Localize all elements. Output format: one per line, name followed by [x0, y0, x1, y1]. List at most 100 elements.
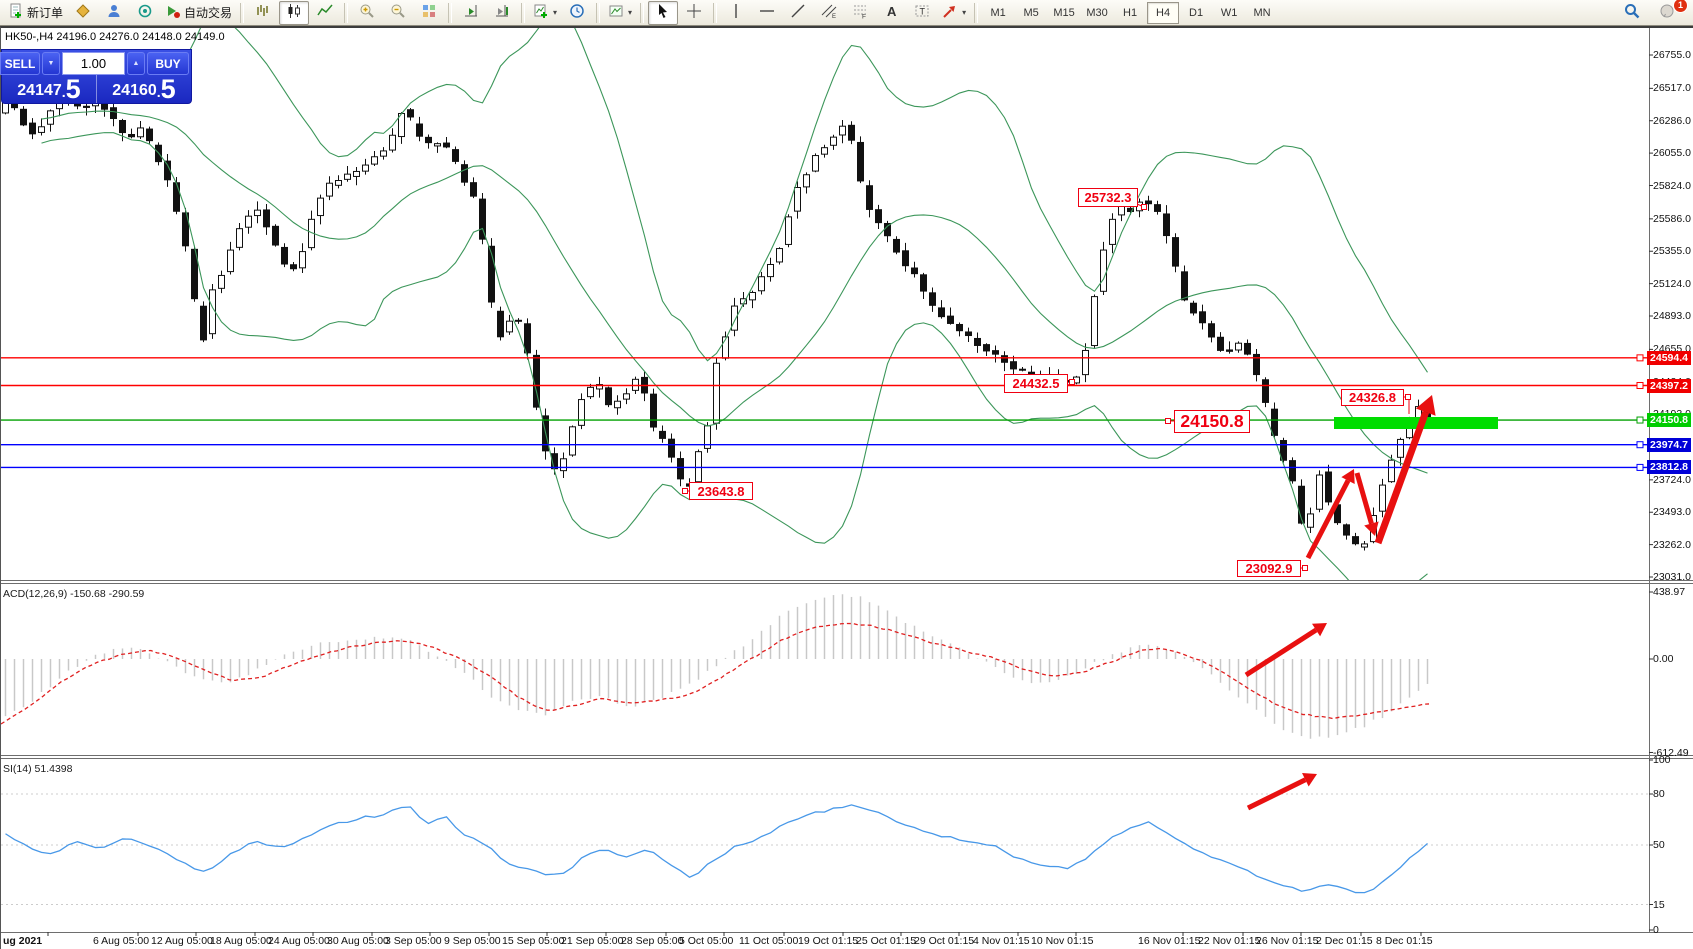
zoom-out-button[interactable] — [383, 1, 413, 25]
timeframe-m5-button[interactable]: M5 — [1023, 6, 1039, 19]
label-button[interactable]: T — [907, 1, 937, 25]
profile-icon-button-icon — [106, 3, 122, 22]
price-level-badge: 24397.2 — [1647, 378, 1691, 393]
ask-main-digits: 24160 — [112, 82, 157, 99]
channel-button[interactable]: E — [814, 1, 844, 25]
fibonacci-button[interactable]: F — [845, 1, 875, 25]
toolbar-separator — [521, 2, 526, 23]
volume-down-button[interactable]: ▼ — [42, 52, 60, 75]
price-annotation[interactable]: 24432.5 — [1004, 374, 1068, 393]
rsi-indicator-label: SI(14) 51.4398 — [3, 763, 73, 775]
annotation-layer — [1, 28, 1693, 936]
main-pane[interactable] — [1, 28, 1649, 602]
new-order-button-label: 新订单 — [27, 6, 64, 20]
timeframe-h4-button[interactable]: H4 — [1147, 1, 1180, 24]
timeframe-h1-button[interactable]: H1 — [1123, 6, 1138, 19]
volume-up-button[interactable]: ▲ — [127, 52, 145, 75]
notification-button[interactable]: 1 — [1653, 0, 1688, 25]
connection-icon-button-icon — [137, 3, 153, 22]
time-axis-label: ug 2021 — [3, 935, 43, 947]
search-icon — [1624, 3, 1640, 22]
ask-price[interactable]: 24160. 5 — [97, 75, 191, 103]
sell-button[interactable]: SELL — [0, 52, 40, 75]
price-axis-tick: 26286.0 — [1653, 114, 1691, 127]
templates-button[interactable]: ▾ — [604, 1, 636, 25]
trendline-button[interactable] — [783, 1, 813, 25]
ask-pip-digit: 5 — [160, 74, 176, 104]
horizontal-line-button[interactable] — [752, 1, 782, 25]
autotrading-button[interactable]: 自动交易 — [161, 1, 236, 25]
macd-axis-tick: -612.49 — [1653, 746, 1689, 759]
timeframe-m1-button[interactable]: M1 — [990, 6, 1006, 19]
volume-input[interactable] — [62, 52, 125, 75]
line-chart-button[interactable] — [310, 1, 340, 25]
cursor-button-icon — [655, 3, 671, 22]
bid-price[interactable]: 24147. 5 — [2, 75, 97, 103]
connection-icon-button[interactable] — [130, 1, 160, 25]
timeframe-m30-button[interactable]: M30 — [1086, 6, 1108, 19]
bid-point: . — [61, 84, 66, 100]
candlestick-chart-button[interactable] — [279, 0, 310, 25]
price-axis-tick: 26755.0 — [1653, 49, 1691, 61]
autotrading-button-icon — [165, 3, 181, 22]
rsi-pane[interactable] — [1, 793, 1649, 905]
crosshair-button[interactable] — [679, 1, 709, 25]
time-axis-label: 21 Sep 05:00 — [561, 935, 624, 947]
new-order-button[interactable]: 新订单 — [4, 1, 67, 25]
buy-button[interactable]: BUY — [147, 52, 189, 75]
new-order-button-icon — [8, 3, 24, 22]
profile-icon-button[interactable] — [99, 1, 129, 25]
bar-chart-button[interactable] — [248, 1, 278, 25]
dropdown-caret-icon: ▾ — [962, 8, 967, 17]
quotes-icon-button[interactable] — [68, 1, 98, 25]
zoom-in-button[interactable] — [352, 1, 382, 25]
text-button[interactable]: A — [876, 1, 906, 25]
price-annotation[interactable]: 23092.9 — [1237, 560, 1301, 577]
timeframe-w1-button[interactable]: W1 — [1220, 6, 1238, 19]
price-annotation[interactable]: 24150.8 — [1174, 410, 1250, 433]
autotrading-button-label: 自动交易 — [184, 6, 233, 20]
toolbar-separator — [344, 2, 349, 23]
templates-button-icon — [608, 3, 624, 22]
volume-down-icon: ▼ — [47, 60, 55, 67]
price-axis-tick: 26517.0 — [1653, 82, 1691, 95]
search-button[interactable] — [1617, 1, 1647, 25]
time-axis-label: 11 Oct 05:00 — [739, 935, 799, 947]
new-chart-button[interactable]: ▾ — [529, 1, 561, 25]
price-axis-tick: 25124.0 — [1653, 277, 1691, 290]
chart-ohlc-header: HK50-,H4 24196.0 24276.0 24148.0 24149.0 — [5, 31, 225, 43]
chart-canvas[interactable] — [1, 28, 1693, 949]
time-axis-label: 8 Dec 01:15 — [1376, 935, 1433, 947]
macd-indicator-label: ACD(12,26,9) -150.68 -290.59 — [3, 588, 145, 600]
one-click-trading-panel: SELL ▼ ▲ BUY 24147.5 24160.5 — [0, 49, 192, 104]
bid-pip-digit: 5 — [65, 74, 81, 104]
timeframe-d1-button[interactable]: D1 — [1189, 6, 1204, 19]
auto-scroll-button[interactable] — [456, 1, 486, 25]
cursor-button[interactable] — [648, 0, 679, 25]
time-axis-label: 30 Aug 05:00 — [327, 935, 389, 947]
shapes-button[interactable]: ▾ — [938, 1, 970, 25]
time-axis-label: 22 Nov 01:15 — [1198, 935, 1261, 947]
time-axis-label: 18 Aug 05:00 — [210, 935, 272, 947]
label-button-icon: T — [914, 3, 930, 22]
macd-axis-tick: 438.97 — [1653, 586, 1686, 598]
clock-button[interactable] — [562, 1, 592, 25]
clock-button-icon — [569, 3, 585, 22]
timeframe-m15-button[interactable]: M15 — [1053, 6, 1075, 19]
tile-windows-button[interactable] — [414, 1, 444, 25]
timeframe-mn-button[interactable]: MN — [1253, 6, 1271, 19]
toolbar-separator — [713, 2, 718, 23]
svg-text:F: F — [862, 14, 866, 20]
toolbar-separator — [640, 2, 645, 23]
rsi-axis-tick: 50 — [1653, 839, 1665, 851]
vertical-line-button[interactable] — [721, 1, 751, 25]
price-annotation[interactable]: 25732.3 — [1078, 188, 1138, 207]
price-annotation[interactable]: 24326.8 — [1341, 389, 1404, 406]
price-annotation[interactable]: 23643.8 — [689, 482, 753, 500]
time-axis-label: 24 Aug 05:00 — [268, 935, 330, 947]
chart-shift-button[interactable] — [487, 1, 517, 25]
time-axis-label: 25 Oct 01:15 — [856, 935, 917, 947]
macd-pane[interactable] — [1, 594, 1430, 739]
price-axis-tick: 25355.0 — [1653, 245, 1691, 258]
